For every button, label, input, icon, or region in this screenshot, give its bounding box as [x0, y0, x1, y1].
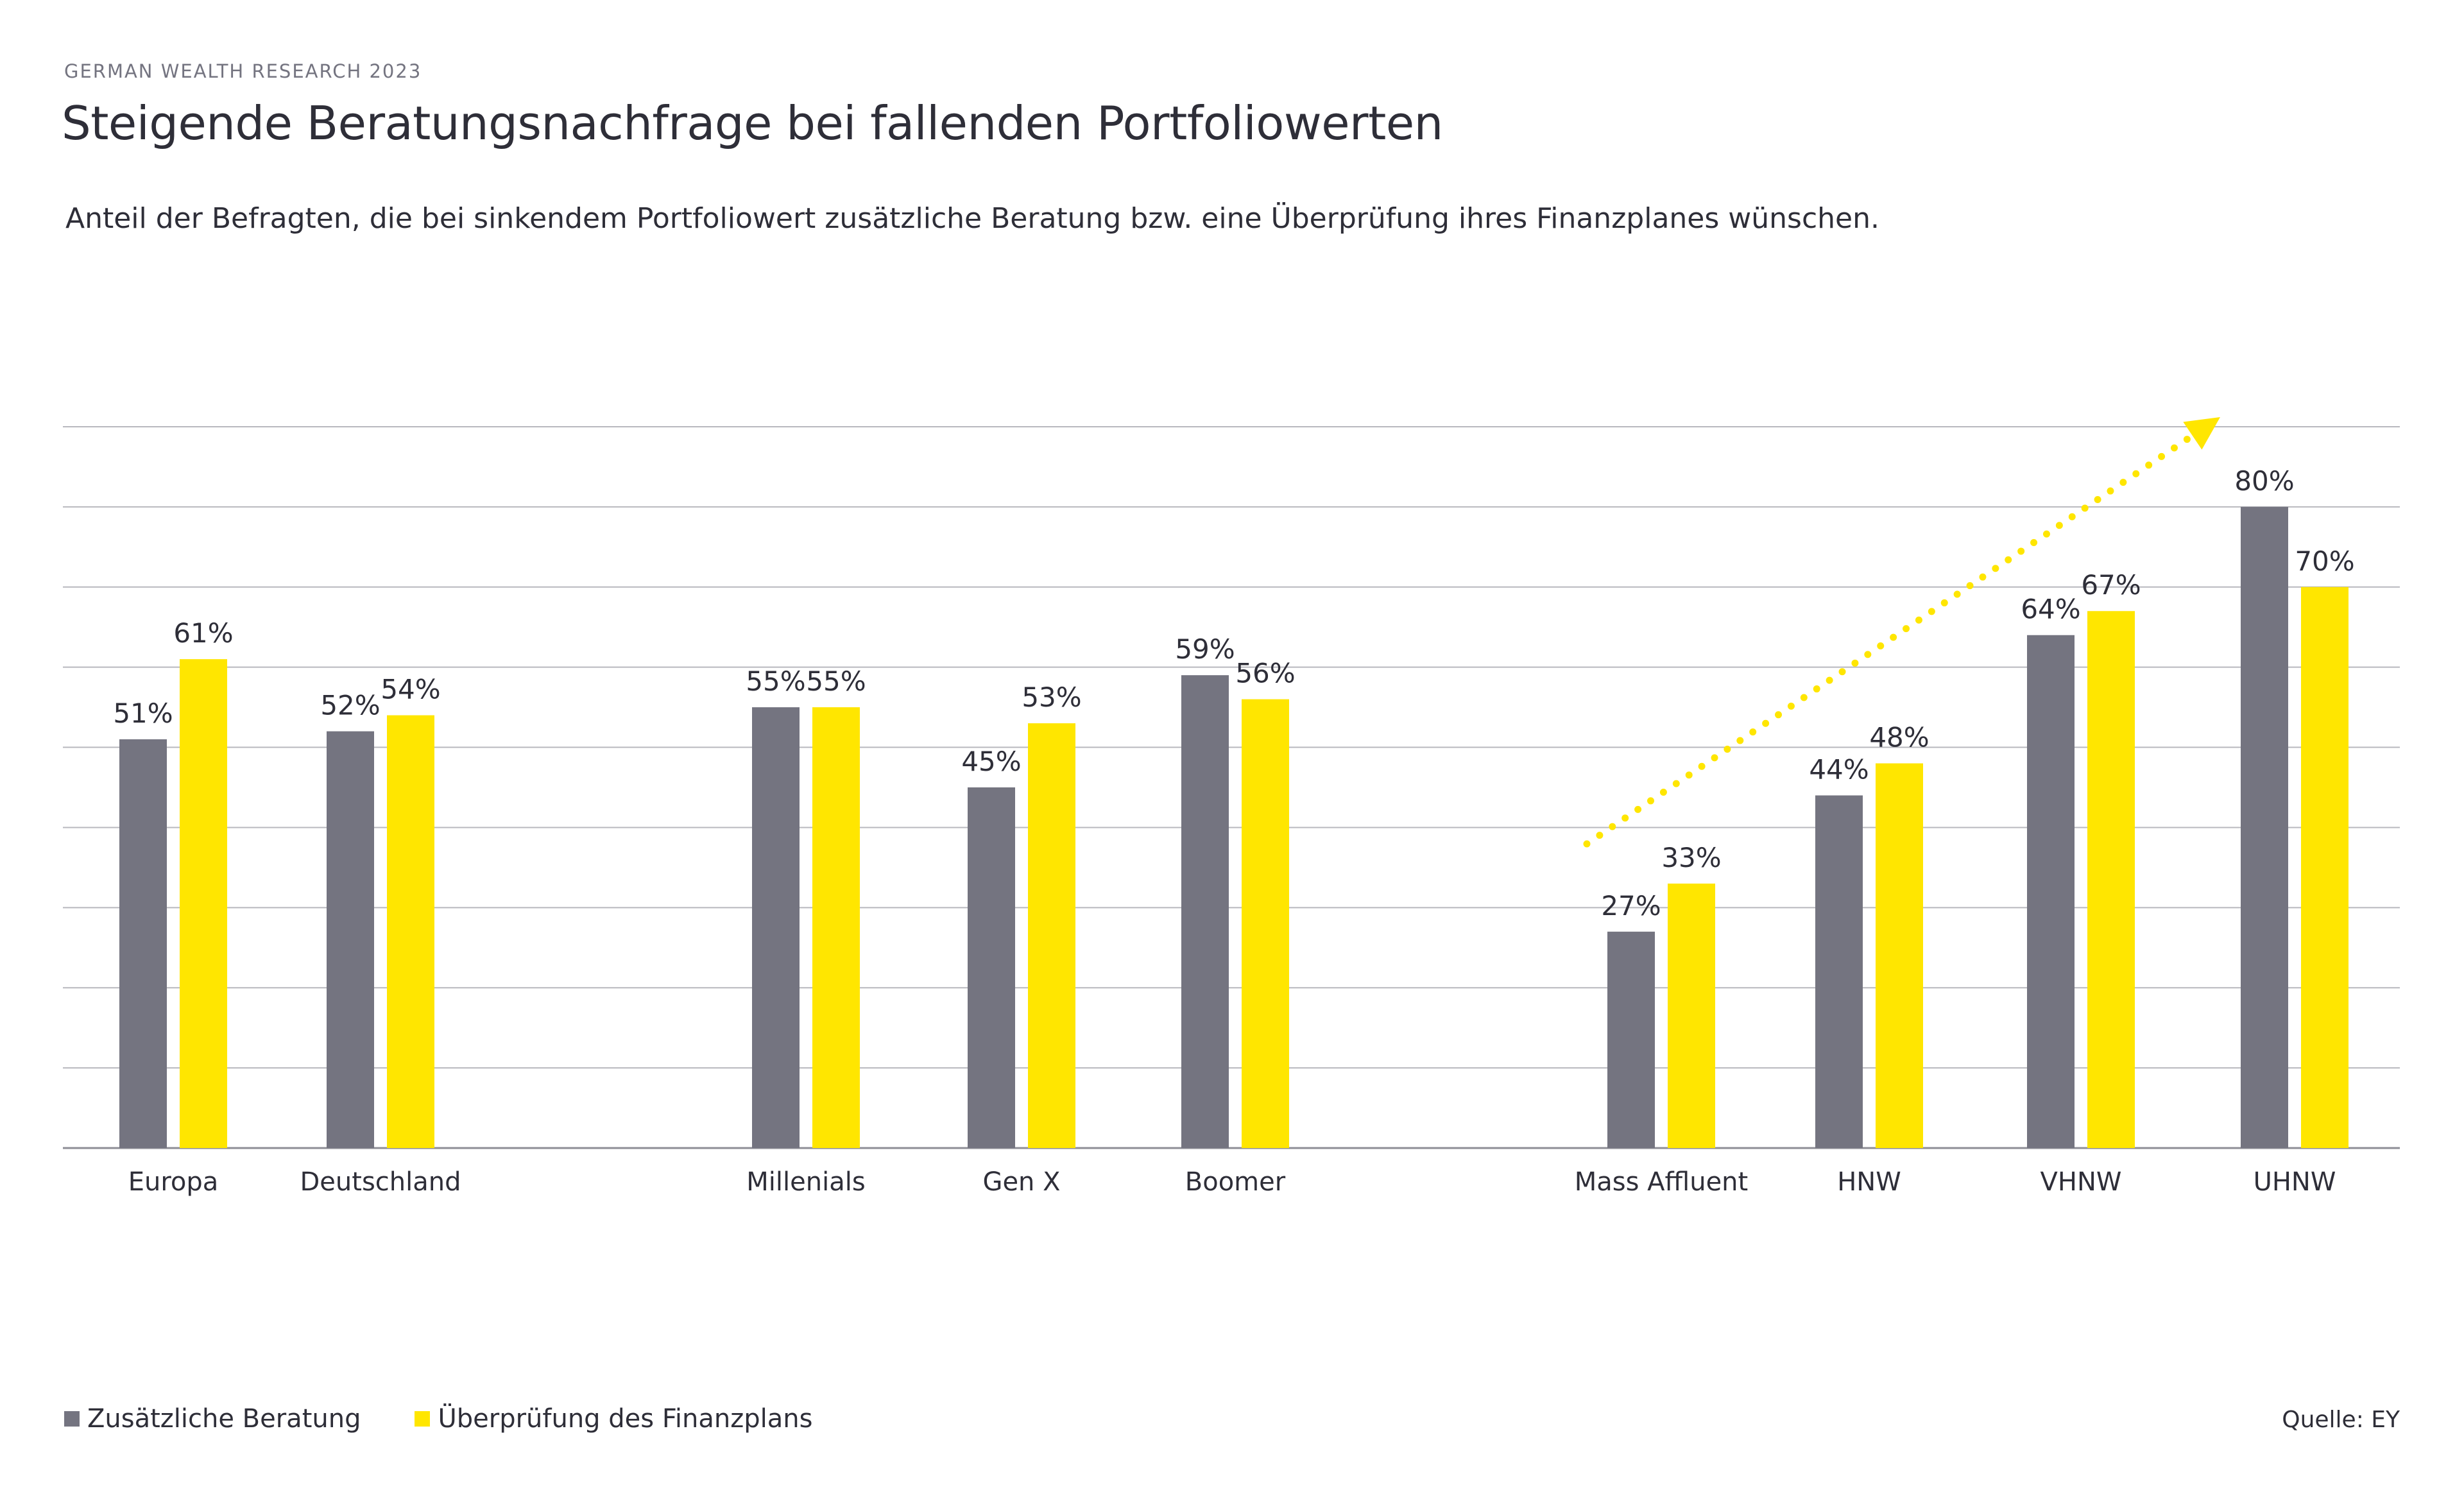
legend-label: Überprüfung des Finanzplans: [438, 1404, 813, 1434]
bar-ueberpruefung-europa: [180, 659, 227, 1148]
legend-label: Zusätzliche Beratung: [87, 1404, 361, 1434]
trend-arrow-line: [1583, 426, 2205, 848]
x-axis-label: Deutschland: [300, 1167, 461, 1197]
x-axis-label: Millenials: [746, 1167, 865, 1197]
bar-ueberpruefung-vhnw: [2087, 611, 2135, 1148]
x-axis-label: VHNW: [2041, 1167, 2122, 1197]
value-label: 54%: [381, 674, 440, 705]
value-label: 55%: [806, 665, 866, 697]
bar-ueberpruefung-boomer: [1242, 699, 1289, 1148]
value-label: 56%: [1235, 658, 1295, 689]
bar-ueberpruefung-mass-affluent: [1668, 883, 1715, 1148]
report-kicker: GERMAN WEALTH RESEARCH 2023: [64, 60, 422, 82]
legend-item-zusaetzliche-beratung: Zusätzliche Beratung: [64, 1404, 361, 1434]
chart-title: Steigende Beratungsnachfrage bei fallend…: [62, 96, 1443, 150]
value-label: 55%: [746, 665, 805, 697]
value-label: 45%: [961, 746, 1021, 777]
bar-zusaetzliche-beratung-uhnw: [2241, 506, 2288, 1148]
bar-ueberpruefung-hnw: [1876, 763, 1923, 1148]
value-labels: 51% 61% 52%54% 55% 55% 45% 53% 59%56% 27%33% 44%4…: [113, 465, 2354, 922]
bar-ueberpruefung-gen-x: [1028, 723, 1075, 1148]
x-axis-label: HNW: [1837, 1167, 1901, 1197]
chart-subtitle: Anteil der Befragten, die bei sinkendem …: [65, 202, 1879, 235]
legend-swatch-gray: [64, 1411, 80, 1427]
value-label: 51%: [113, 698, 173, 729]
value-label: 80%: [2234, 465, 2294, 497]
value-label: 64%: [2021, 594, 2080, 625]
value-label: 53%: [1022, 682, 1081, 713]
x-axis-label: Boomer: [1185, 1167, 1286, 1197]
x-axis-label: Europa: [128, 1167, 219, 1197]
x-axis-label: Mass Affluent: [1575, 1167, 1748, 1197]
trend-arrow: [1583, 417, 2220, 848]
x-axis-labels: Europa Deutschland Millenials Gen X Boomer Ma…: [128, 1167, 2336, 1197]
bar-ueberpruefung-deutschland: [387, 715, 434, 1148]
legend: Zusätzliche Beratung Überprüfung des Fin…: [64, 1404, 866, 1434]
bar-zusaetzliche-beratung-deutschland: [327, 731, 374, 1148]
bar-zusaetzliche-beratung-gen-x: [968, 787, 1015, 1148]
bar-zusaetzliche-beratung-millenials: [752, 707, 800, 1148]
value-label: 48%: [1869, 722, 1929, 753]
gridlines: [63, 426, 2400, 1149]
value-label: 70%: [2295, 545, 2354, 577]
bar-zusaetzliche-beratung-boomer: [1181, 675, 1229, 1148]
bar-zusaetzliche-beratung-europa: [119, 739, 167, 1148]
value-label: 27%: [1601, 890, 1661, 922]
x-axis-label: Gen X: [982, 1167, 1060, 1197]
trend-arrow-head-icon: [2183, 417, 2220, 450]
bar-ueberpruefung-millenials: [812, 707, 860, 1148]
bar-zusaetzliche-beratung-mass-affluent: [1607, 931, 1655, 1148]
value-label: 44%: [1809, 753, 1869, 785]
bars: [119, 506, 2348, 1148]
legend-item-ueberpruefung: Überprüfung des Finanzplans: [415, 1404, 812, 1434]
value-label: 52%: [320, 690, 380, 721]
x-axis-label: UHNW: [2254, 1167, 2336, 1197]
source-note: Quelle: EY: [2282, 1407, 2400, 1433]
value-label: 59%: [1175, 633, 1235, 665]
bar-zusaetzliche-beratung-hnw: [1815, 795, 1863, 1148]
value-label: 67%: [2081, 569, 2141, 601]
value-label: 61%: [173, 617, 233, 649]
value-label: 33%: [1661, 842, 1721, 873]
bar-ueberpruefung-uhnw: [2301, 587, 2348, 1148]
bar-zusaetzliche-beratung-vhnw: [2027, 635, 2075, 1148]
legend-swatch-yellow: [415, 1411, 431, 1427]
